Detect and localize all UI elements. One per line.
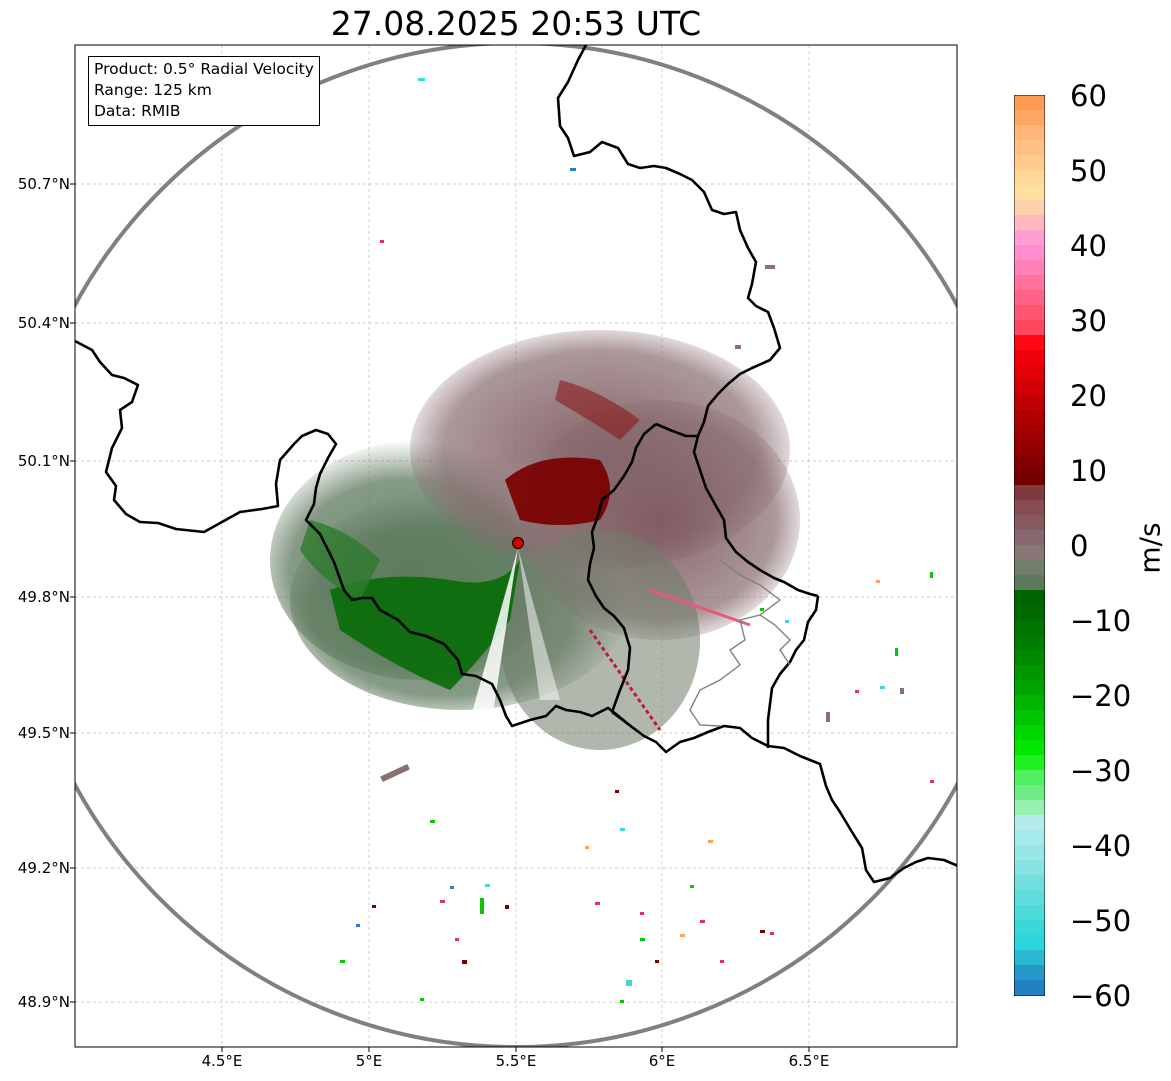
- colorbar-tick-label: −30: [1070, 754, 1132, 788]
- lat-label: 50.7°N: [17, 175, 70, 193]
- lat-label: 48.9°N: [17, 993, 70, 1011]
- info-range: Range: 125 km: [94, 81, 212, 99]
- lon-label: 5.5°E: [495, 1052, 537, 1070]
- lon-label: 6.5°E: [788, 1052, 830, 1070]
- colorbar-tick-label: 0: [1070, 529, 1089, 563]
- colorbar-tick-label: −20: [1070, 679, 1132, 713]
- colorbar-tick-label: −60: [1070, 979, 1132, 1013]
- colorbar-tick-label: 60: [1070, 79, 1107, 113]
- lat-label: 50.1°N: [17, 452, 70, 470]
- lat-label: 49.5°N: [17, 724, 70, 742]
- colorbar-unit-label: m/s: [1133, 522, 1167, 574]
- radar-echo-field: [270, 78, 934, 1003]
- region-borders: [689, 559, 791, 727]
- colorbar-tick-label: 10: [1070, 454, 1107, 488]
- lon-label: 5°E: [355, 1052, 383, 1070]
- radar-site-marker[interactable]: [512, 537, 524, 549]
- lat-label: 49.2°N: [17, 859, 70, 877]
- colorbar-tick-label: −40: [1070, 829, 1132, 863]
- lat-label: 50.4°N: [17, 314, 70, 332]
- lon-label: 6°E: [648, 1052, 676, 1070]
- info-box: Product: 0.5° Radial Velocity Range: 125…: [88, 56, 320, 126]
- info-product: Product: 0.5° Radial Velocity: [94, 60, 314, 78]
- map-title: 27.08.2025 20:53 UTC: [330, 4, 702, 43]
- colorbar-tick-label: 50: [1070, 154, 1107, 188]
- colorbar-tick-label: −10: [1070, 604, 1132, 638]
- colorbar-tick-label: −50: [1070, 904, 1132, 938]
- colorbar-tick-label: 30: [1070, 304, 1107, 338]
- colorbar-tick-label: 20: [1070, 379, 1107, 413]
- info-data-source: Data: RMIB: [94, 102, 181, 120]
- colorbar: [1014, 95, 1045, 996]
- colorbar-tick-label: 40: [1070, 229, 1107, 263]
- lon-label: 4.5°E: [201, 1052, 243, 1070]
- country-borders: [75, 45, 957, 884]
- axis-ticks: [70, 183, 810, 1052]
- lat-label: 49.8°N: [17, 588, 70, 606]
